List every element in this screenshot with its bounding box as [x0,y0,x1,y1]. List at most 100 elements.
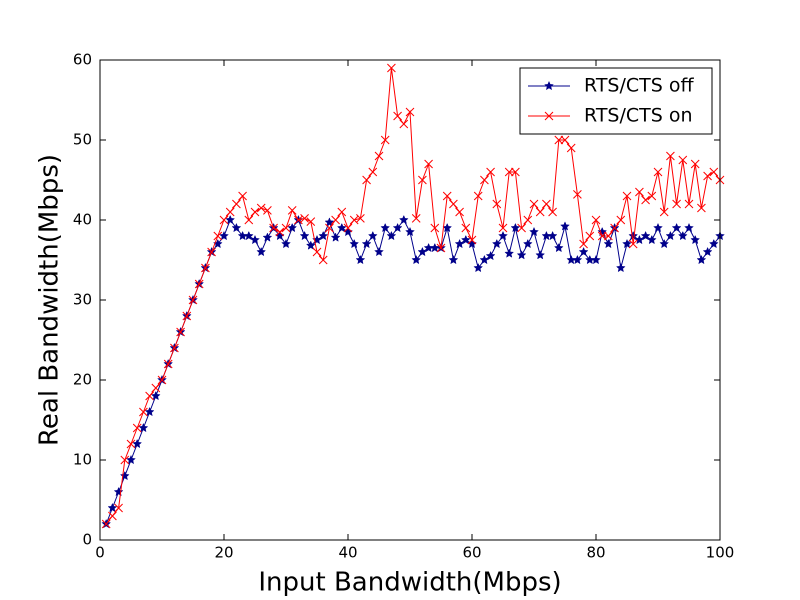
marker [356,214,365,223]
marker [554,135,564,145]
legend-label: RTS/CTS on [584,105,693,127]
marker [330,232,341,242]
marker [367,230,378,241]
legend-marker [544,80,554,91]
y-axis-label: Real Bandwidth(Mbps) [35,154,65,446]
y-tick-label: 60 [73,51,92,69]
marker [287,222,298,233]
marker [709,167,719,177]
marker [325,223,334,233]
marker [560,135,570,145]
marker [498,223,508,233]
marker [659,238,670,249]
marker [132,423,142,433]
marker [622,238,632,249]
marker [442,191,452,201]
marker [504,167,514,177]
marker [455,207,464,217]
marker [535,250,546,260]
marker [411,214,421,223]
x-tick-label: 60 [462,544,481,562]
marker [653,167,663,177]
marker [511,167,520,177]
marker [299,230,310,241]
marker [641,195,650,205]
marker [219,230,229,241]
marker [672,199,681,209]
marker [244,215,254,225]
marker [610,223,619,233]
marker [336,222,347,233]
marker [522,238,533,249]
marker [274,230,285,241]
y-tick-label: 0 [82,531,92,549]
marker [615,262,626,273]
legend-frame [519,67,713,135]
marker [616,215,626,225]
marker [628,239,638,249]
marker [362,175,371,185]
marker [281,223,291,233]
marker [393,111,402,121]
marker [573,190,582,199]
marker [225,214,236,225]
y-tick-label: 40 [73,211,92,229]
marker [201,263,210,273]
plot-frame [99,59,721,541]
marker [405,107,415,117]
marker [225,207,235,217]
x-tick-label: 0 [95,544,105,562]
marker [337,207,347,217]
marker [517,223,526,233]
marker [628,230,639,241]
marker [572,254,583,265]
marker [114,503,123,513]
marker [480,175,489,185]
marker [542,199,551,209]
x-tick-label: 20 [214,544,233,562]
x-tick-label: 100 [706,544,735,562]
marker [479,254,490,265]
marker [591,215,601,225]
y-tick-label: 10 [73,451,92,469]
marker [387,63,396,73]
marker [473,262,484,273]
marker [386,230,397,241]
marker [467,238,477,249]
marker [107,502,118,513]
marker [256,203,266,213]
marker [318,230,329,241]
marker [305,240,316,250]
marker [231,222,242,233]
marker [151,383,161,393]
x-axis-label: Input Bandwidth(Mbps) [258,568,561,598]
marker [566,143,576,153]
marker [708,238,719,249]
marker [138,422,149,433]
marker [690,234,701,245]
marker [269,223,278,233]
marker [647,191,657,201]
marker [374,151,384,161]
marker [603,238,614,249]
marker [640,230,651,241]
marker [529,226,539,237]
marker [448,254,459,265]
marker [634,234,645,245]
marker [491,238,502,249]
marker [690,159,700,169]
y-tick-label: 30 [73,291,92,309]
marker [604,231,613,241]
marker [281,238,291,249]
marker [343,223,353,233]
marker [300,214,309,223]
marker [467,235,477,245]
marker [578,246,589,257]
marker [101,519,111,529]
legend: RTS/CTS off RTS/CTS on [519,67,713,135]
marker [417,246,428,257]
marker [591,254,601,265]
marker [170,343,179,353]
marker [374,246,384,257]
